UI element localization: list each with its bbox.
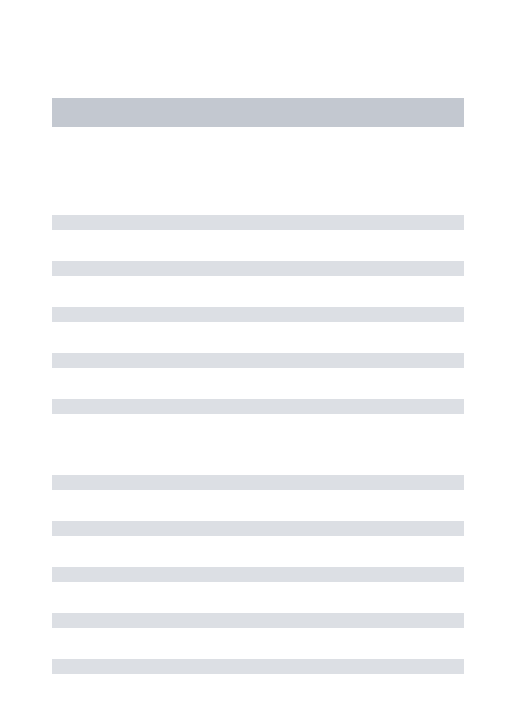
skeleton-gap — [52, 445, 464, 475]
skeleton-line — [52, 399, 464, 414]
skeleton-line — [52, 215, 464, 230]
skeleton-line — [52, 261, 464, 276]
skeleton-line — [52, 353, 464, 368]
skeleton-line — [52, 307, 464, 322]
skeleton-line — [52, 613, 464, 628]
skeleton-line — [52, 659, 464, 674]
skeleton-header — [52, 98, 464, 127]
skeleton-container — [0, 0, 516, 674]
skeleton-line — [52, 567, 464, 582]
skeleton-line — [52, 475, 464, 490]
skeleton-line — [52, 521, 464, 536]
